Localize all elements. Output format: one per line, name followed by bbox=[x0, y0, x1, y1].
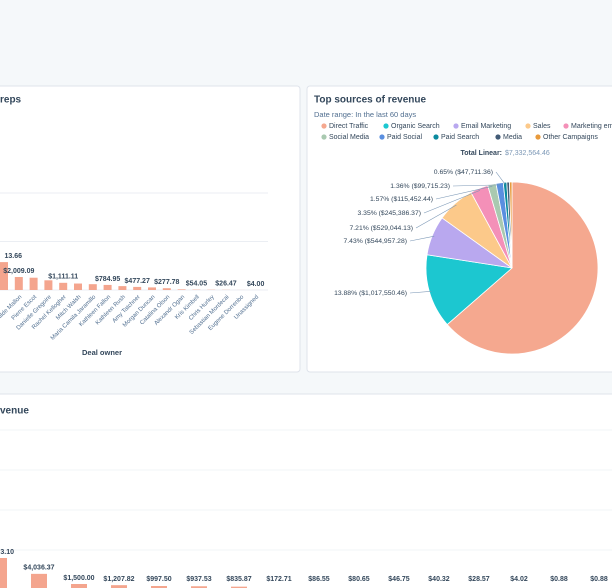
value-label: $1,207.82 bbox=[103, 576, 134, 583]
value-label: $937.53 bbox=[186, 576, 211, 583]
value-label: 3.10 bbox=[0, 549, 14, 556]
bar bbox=[177, 289, 186, 290]
value-label: $46.75 bbox=[388, 576, 410, 583]
value-label: $80.65 bbox=[348, 576, 370, 583]
legend-label: Organic Search bbox=[391, 123, 440, 130]
pie-slice bbox=[425, 254, 513, 326]
value-label: $4.00 bbox=[247, 281, 265, 288]
legend-label: Paid Search bbox=[441, 134, 479, 141]
leader-line bbox=[409, 235, 435, 242]
legend-swatch bbox=[321, 123, 327, 129]
bar bbox=[74, 283, 82, 290]
value-label: 13.66 bbox=[4, 253, 22, 260]
bar bbox=[231, 586, 247, 588]
value-label: $28.57 bbox=[468, 576, 490, 583]
value-label: $835.87 bbox=[226, 576, 251, 583]
bar bbox=[44, 280, 53, 290]
bottom-card bbox=[0, 393, 612, 588]
bar bbox=[133, 286, 142, 290]
value-label: $277.78 bbox=[154, 279, 179, 286]
date-range: Date range: In the last 60 days bbox=[314, 110, 416, 119]
legend-label: Media bbox=[503, 134, 522, 141]
legend-swatch bbox=[453, 123, 459, 129]
value-label: $4.02 bbox=[510, 576, 528, 583]
legend-swatch bbox=[379, 134, 385, 140]
value-label: $784.95 bbox=[95, 276, 120, 283]
card-title: venue bbox=[0, 406, 29, 417]
slice-label: 7.21% ($529,044.13) bbox=[350, 225, 414, 232]
bar bbox=[162, 288, 171, 290]
value-label: $54.05 bbox=[186, 280, 208, 287]
legend-label: Email Marketing bbox=[461, 123, 511, 130]
legend-label: Direct Traffic bbox=[329, 123, 369, 130]
legend-swatch bbox=[383, 123, 389, 129]
slice-label: 13.88% ($1,017,550.46) bbox=[334, 290, 407, 297]
left-card bbox=[0, 85, 301, 373]
total-label: Total Linear: bbox=[461, 150, 502, 157]
slice-label: 1.57% ($115,452.44) bbox=[370, 196, 433, 203]
legend-swatch bbox=[525, 123, 531, 129]
bar bbox=[191, 586, 207, 588]
legend-swatch bbox=[535, 134, 541, 140]
legend-swatch bbox=[495, 134, 501, 140]
bar bbox=[111, 585, 127, 588]
slice-label: 0.65% ($47,711.36) bbox=[434, 169, 493, 176]
pie-slice bbox=[509, 181, 513, 269]
bar bbox=[148, 287, 156, 290]
legend-swatch bbox=[433, 134, 439, 140]
card-title: Top sources of revenue bbox=[314, 95, 427, 106]
bar bbox=[71, 584, 87, 588]
value-label: $1,500.00 bbox=[63, 575, 94, 582]
leader-line bbox=[435, 186, 493, 200]
slice-label: 7.43% ($544,957.28) bbox=[344, 238, 408, 245]
bar bbox=[29, 277, 38, 290]
value-label: $997.50 bbox=[146, 576, 171, 583]
slice-label: 3.35% ($245,386.37) bbox=[358, 210, 422, 217]
bar bbox=[31, 573, 47, 588]
bar bbox=[88, 284, 97, 290]
legend-label: Marketing emails bbox=[571, 123, 612, 130]
leader-line bbox=[409, 291, 432, 294]
value-label: $172.71 bbox=[266, 576, 291, 583]
bar bbox=[103, 284, 112, 290]
leader-line bbox=[415, 204, 457, 229]
value-label: $86.55 bbox=[308, 576, 330, 583]
leader-line bbox=[495, 171, 506, 185]
axis-label: Deal owner bbox=[82, 348, 122, 357]
card-title: reps bbox=[0, 95, 22, 106]
legend-swatch bbox=[321, 134, 327, 140]
legend-swatch bbox=[563, 123, 569, 129]
value-label: $477.27 bbox=[125, 278, 150, 285]
bar bbox=[151, 586, 167, 588]
value-label: $2,009.09 bbox=[3, 268, 34, 275]
value-label: $4,036.37 bbox=[23, 565, 54, 572]
total-value: $7,332,564.46 bbox=[505, 150, 550, 157]
legend-label: Other Campaigns bbox=[543, 134, 598, 141]
leader-line bbox=[452, 184, 500, 187]
leader-line bbox=[423, 190, 481, 214]
pie-slice bbox=[446, 181, 599, 355]
value-label: $0.88 bbox=[590, 576, 608, 583]
slice-label: 1.36% ($99,715.23) bbox=[390, 183, 450, 190]
bar bbox=[118, 286, 127, 290]
value-label: $1,111.11 bbox=[48, 274, 78, 281]
legend-label: Sales bbox=[533, 123, 551, 130]
value-label: $40.32 bbox=[428, 576, 450, 583]
bar bbox=[0, 557, 7, 588]
legend-label: Paid Social bbox=[387, 134, 422, 141]
bar bbox=[59, 282, 68, 290]
legend-label: Social Media bbox=[329, 134, 369, 141]
value-label: $26.47 bbox=[215, 281, 237, 288]
bar bbox=[0, 262, 8, 290]
bar bbox=[14, 277, 23, 290]
value-label: $0.88 bbox=[550, 576, 568, 583]
